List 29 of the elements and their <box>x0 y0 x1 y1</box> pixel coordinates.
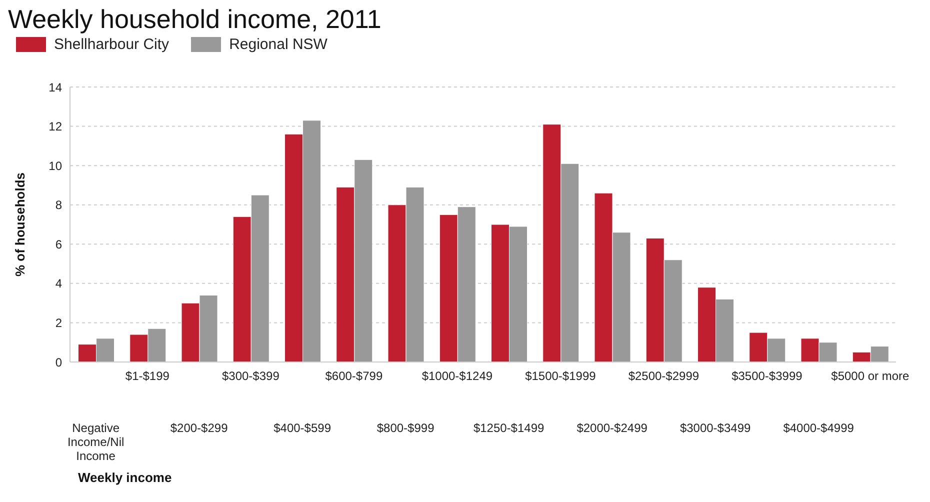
x-tick-label: $1500-$1999 <box>525 369 596 383</box>
x-axis-title: Weekly income <box>78 470 173 485</box>
y-tick-label: 4 <box>55 276 62 291</box>
x-tick-label: $300-$399 <box>222 369 280 383</box>
y-tick-label: 6 <box>55 237 62 252</box>
x-tick-label: Negative Income/Nil Income <box>67 421 124 463</box>
x-tick-label: $3500-$3999 <box>732 369 803 383</box>
x-tick-label: $400-$599 <box>274 421 332 435</box>
x-tick-label: $5000 or more <box>831 369 910 383</box>
legend-label: Shellharbour City <box>54 36 170 53</box>
legend-label: Regional NSW <box>229 36 328 53</box>
y-axis-title: % of households <box>12 172 28 276</box>
x-tick-label: $1-$199 <box>125 369 170 383</box>
x-tick-label: $1250-$1499 <box>473 421 545 435</box>
x-tick-label: $1000-$1249 <box>422 369 493 383</box>
x-tick-label: $200-$299 <box>170 421 228 435</box>
x-tick-label: $2500-$2999 <box>628 369 700 383</box>
y-tick-label: 12 <box>48 120 62 134</box>
y-tick-label: 10 <box>48 158 62 173</box>
y-tick-label: 8 <box>55 198 62 212</box>
x-tick-label: $800-$999 <box>376 421 435 435</box>
y-tick-label: 14 <box>48 80 62 94</box>
x-tick-label: $600-$799 <box>325 369 383 383</box>
y-tick-label: 2 <box>55 316 62 330</box>
x-tick-label: $3000-$3499 <box>680 421 752 435</box>
y-tick-label: 0 <box>55 355 62 370</box>
x-tick-label: $4000-$4999 <box>783 421 854 435</box>
x-tick-label: $2000-$2499 <box>576 421 648 435</box>
chart-title: Weekly household income, 2011 <box>8 4 382 34</box>
